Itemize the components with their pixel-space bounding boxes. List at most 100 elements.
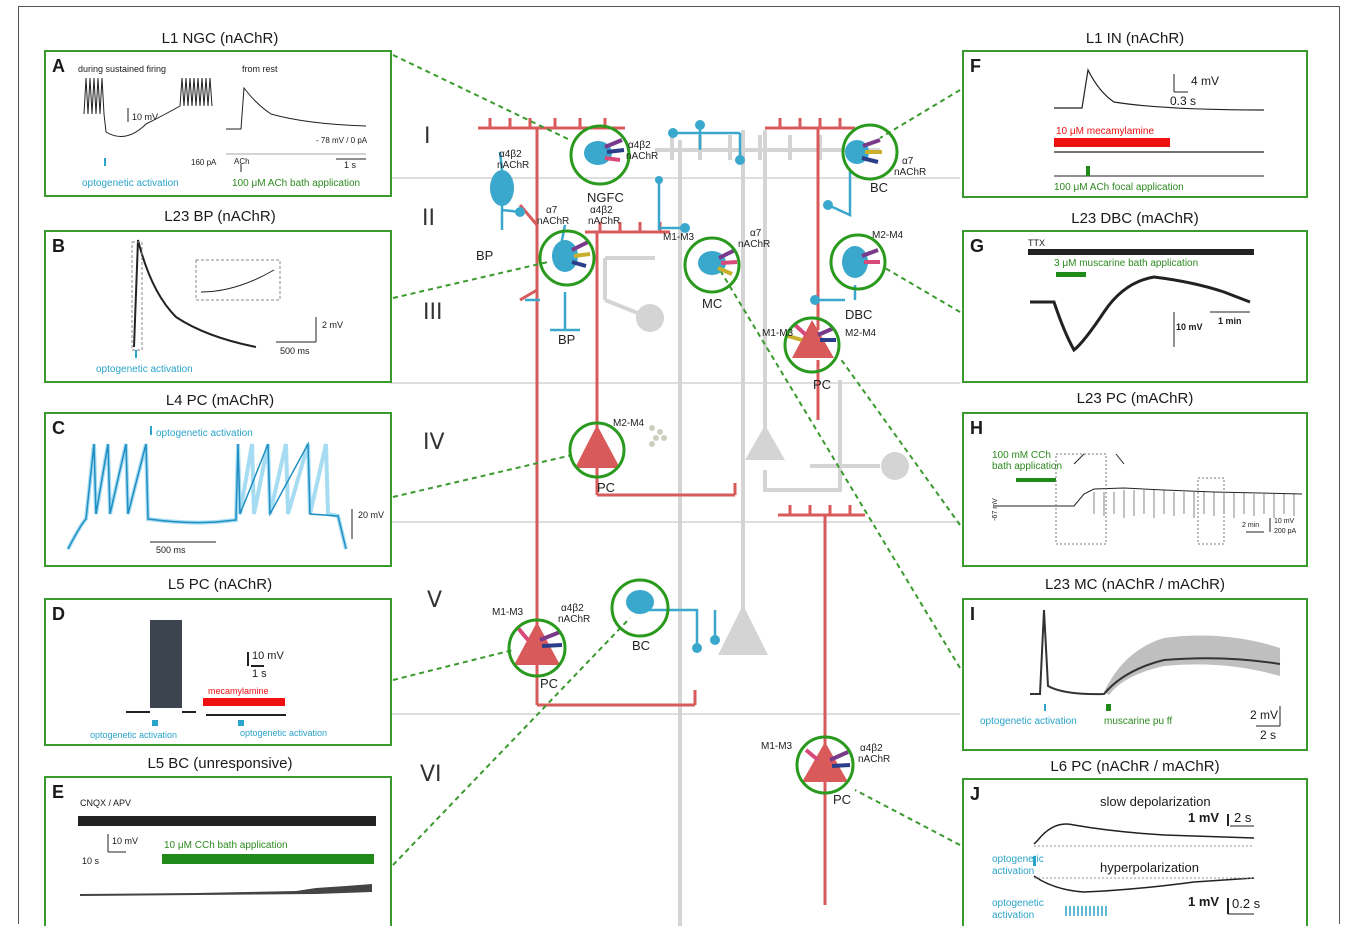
ring-pc6 (795, 735, 855, 795)
panel-a-trace (83, 77, 367, 172)
panel-b-scale-t: 500 ms (280, 346, 310, 356)
panel-i-opto: optogenetic activation (980, 716, 1077, 727)
panel-b-letter: B (52, 236, 65, 256)
ring-ngfc (569, 124, 631, 186)
panel-i: I optogenetic activation muscarine pu ff… (962, 598, 1308, 751)
label-pc23-r2: M2-M4 (845, 328, 877, 339)
panel-a-time: 1 s (344, 160, 357, 170)
panel-i-letter: I (970, 604, 976, 624)
pc6-soma (802, 742, 848, 782)
label-ngfc: NGFC (587, 190, 624, 205)
panel-d: D 10 mV 1 s mecamylamine optogenetic act… (44, 598, 392, 746)
label-bc5: BC (632, 638, 651, 653)
layer-label-2: II (422, 206, 435, 231)
ring-bp (538, 229, 596, 287)
label-pc4: PC (597, 480, 616, 495)
panel-b-scale-v: 2 mV (322, 320, 344, 330)
panel-f-scale-v: 4 mV (1191, 74, 1220, 88)
label-mc: MC (702, 296, 723, 311)
label-pc5-r2: α4β2 (561, 603, 584, 614)
panel-h-bath2: bath application (992, 461, 1063, 472)
panel-d-opto1: optogenetic activation (90, 730, 178, 740)
label-pc23-r1: M1-M3 (762, 328, 794, 339)
panel-d-opto2: optogenetic activation (240, 728, 328, 738)
panel-d-scale-v: 10 mV (252, 650, 284, 662)
label-pc6: PC (833, 792, 852, 807)
panel-a-title: L1 NGC (nAChR) (161, 30, 279, 47)
panel-j-slow: slow depolarization (1100, 794, 1211, 809)
panel-e-title: L5 BC (unresponsive) (147, 755, 293, 772)
ring-pc4 (568, 421, 626, 479)
panel-f-letter: F (970, 56, 981, 76)
label-pc5-r1: M1-M3 (492, 607, 524, 618)
layer-label-1: I (424, 124, 431, 149)
panel-a-opto: optogenetic activation (82, 178, 179, 189)
panel-b-title: L23 BP (nAChR) (164, 208, 276, 225)
panel-c-trace (66, 426, 353, 550)
panel-f-drug: 10 μM mecamylamine (1056, 126, 1155, 137)
panel-b-opto: optogenetic activation (96, 364, 193, 375)
background-somata (636, 304, 909, 655)
label-pc6-r2: α4β2 (860, 743, 883, 754)
panel-a: A during sustained firing from rest 10 m… (44, 50, 392, 197)
panel-d-letter: D (52, 604, 65, 624)
panel-j-scale-v2: 1 mV (1188, 894, 1220, 909)
panel-a-ach: ACh (234, 157, 250, 166)
label-bp-top-r2: nAChR (497, 160, 530, 171)
label-bp-r3: α4β2 (590, 205, 613, 216)
panel-g: G TTX 3 μM muscarine bath application 10… (962, 230, 1308, 383)
panel-d-trace (126, 620, 286, 726)
ring-pc5 (507, 618, 567, 678)
panel-g-scale-t: 1 min (1218, 316, 1242, 326)
panel-j-opto2b: activation (992, 910, 1035, 921)
label-pc5-r3: nAChR (558, 614, 591, 625)
panel-h-vm: -67 mV (991, 498, 999, 521)
panel-f: F 4 mV 0.3 s 10 μM mecamylamine 100 μM A… (962, 50, 1308, 198)
panel-e-block: CNQX / APV (80, 798, 132, 808)
layer-label-3: III (423, 300, 443, 325)
panel-j-opto1b: activation (992, 866, 1035, 877)
panel-i-title: L23 MC (nAChR / mAChR) (1044, 576, 1226, 593)
pc23-soma (792, 320, 834, 358)
panel-a-current: 160 pA (191, 158, 217, 167)
panel-a-bath: 100 μM ACh bath application (232, 178, 361, 189)
panel-a-rest-vm: - 78 mV / 0 pA (316, 136, 368, 145)
panel-c-letter: C (52, 418, 65, 438)
panel-j-scale-t1: 2 s (1234, 810, 1252, 825)
panel-h-letter: H (970, 418, 983, 438)
panel-d-drug: mecamylamine (208, 686, 269, 696)
pc-processes (478, 118, 865, 905)
label-pc5: PC (540, 676, 559, 691)
panel-e-letter: E (52, 782, 65, 802)
receptor-markers (516, 138, 882, 768)
label-bc1: BC (870, 180, 889, 195)
panel-h-trace (994, 453, 1303, 545)
label-bp-top-r1: α4β2 (499, 149, 522, 160)
label-bc1-r2: nAChR (894, 167, 927, 178)
panel-h-bath1: 100 mM CCh (992, 450, 1051, 461)
panel-f-title: L1 IN (nAChR) (1085, 30, 1185, 47)
label-pc23: PC (813, 377, 832, 392)
panel-f-trace (1054, 68, 1265, 177)
figure-frame (18, 6, 1340, 924)
ring-pc23 (783, 316, 841, 374)
label-bp-r4: nAChR (588, 216, 621, 227)
label-ngfc-r1: α4β2 (628, 140, 651, 151)
panel-a-rest: from rest (242, 64, 278, 74)
interneuron-processes (498, 125, 857, 645)
panel-g-scale-v: 10 mV (1176, 322, 1203, 332)
panel-c: C optogenetic activation 500 ms 20 mV (44, 412, 392, 567)
background-neurons (603, 130, 880, 926)
panel-c-scale-t: 500 ms (156, 545, 186, 555)
label-bp: BP (558, 332, 576, 347)
dbc-soma (842, 246, 868, 278)
panel-e-bath: 10 μM CCh bath application (164, 840, 288, 851)
recorded-cell-rings (507, 123, 899, 795)
panel-i-puff: muscarine pu ff (1104, 716, 1173, 727)
panel-g-trace (1028, 249, 1254, 353)
panel-e-scale-v: 10 mV (112, 836, 139, 846)
panel-g-title: L23 DBC (mAChR) (1071, 210, 1199, 227)
panel-i-scale-t: 2 s (1260, 728, 1277, 742)
